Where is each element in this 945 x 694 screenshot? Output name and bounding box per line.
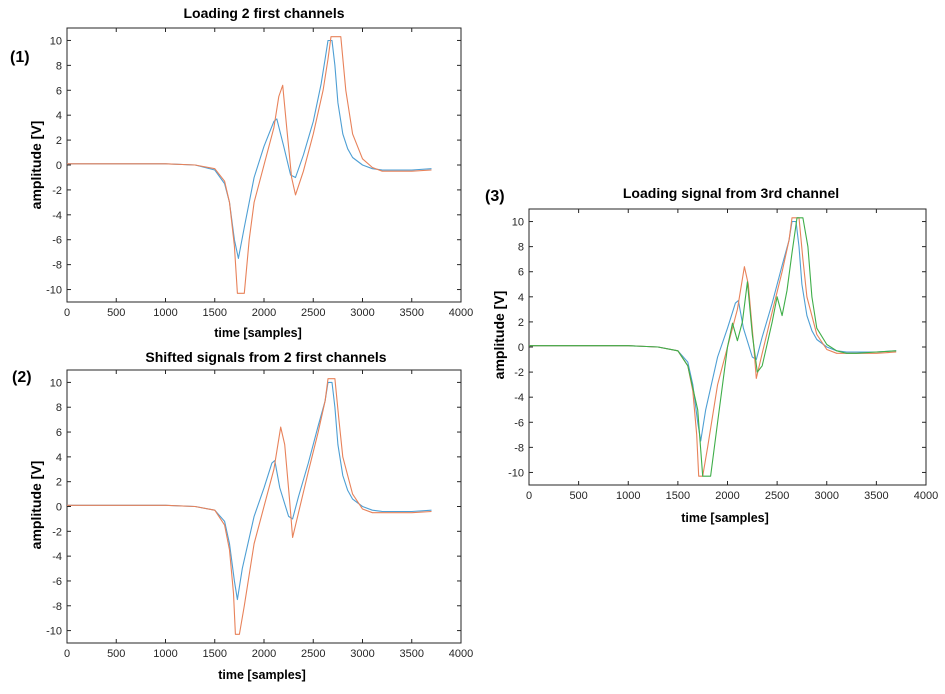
panel-3-ytick-label: -6	[514, 417, 524, 429]
panel-1-xtick-label: 2500	[301, 307, 325, 319]
panel-2-ytick-label: 2	[56, 477, 62, 489]
panel-2-ytick-label: -2	[52, 526, 62, 538]
panel-3-xtick-label: 1500	[666, 490, 690, 502]
panel-2-title: Shifted signals from 2 first channels	[145, 349, 386, 365]
panel-3-ytick-label: -10	[508, 467, 524, 479]
panel-1-label: (1)	[10, 49, 30, 66]
panel-1-ytick-label: 6	[56, 85, 62, 97]
panel-3-xtick-label: 0	[526, 490, 532, 502]
panel-3-ytick-label: 8	[518, 242, 524, 254]
panel-2-xtick-label: 4000	[449, 648, 473, 660]
panel-1-xtick-label: 0	[64, 307, 70, 319]
panel-1-ytick-label: 0	[56, 160, 62, 172]
panel-2-ytick-label: -4	[52, 551, 62, 563]
panel-1-xlabel: time [samples]	[214, 326, 302, 340]
panel-3-ytick-label: 0	[518, 342, 524, 354]
panel-3-xtick-label: 4000	[914, 490, 938, 502]
panel-2-ylabel: amplitude [V]	[28, 461, 44, 550]
panel-2-xtick-label: 3500	[400, 648, 424, 660]
panel-3-plot: 0 500 1000 1500 2000 2500 3000 3500 4000 -10 -8 -6 -…	[508, 208, 938, 502]
panel-2-ytick-label: -8	[52, 601, 62, 613]
panel-1-xtick-label: 3000	[350, 307, 374, 319]
panel-2-xtick-label: 1500	[203, 648, 227, 660]
panel-3-xlabel: time [samples]	[681, 511, 769, 525]
panel-2-ytick-label: 8	[56, 402, 62, 414]
panel-1-xtick-label: 1000	[153, 307, 177, 319]
panel-1-ytick-label: -6	[52, 235, 62, 247]
panel-3-xtick-label: 3500	[864, 490, 888, 502]
panel-1-xtick-label: 3500	[400, 307, 424, 319]
panel-2-series-1-line	[67, 381, 432, 601]
panel-1-plot: 0 500 1000 1500 2000 2500 3000 3500 4000 -10 -8 -6 -…	[46, 27, 473, 319]
panel-2-xlabel: time [samples]	[218, 668, 306, 682]
panel-3-ylabel: amplitude [V]	[491, 291, 507, 380]
panel-3-xtick-label: 2000	[715, 490, 739, 502]
panel-3-title: Loading signal from 3rd channel	[623, 185, 839, 201]
panel-3-ytick-label: -2	[514, 367, 524, 379]
panel-2-xtick-label: 0	[64, 648, 70, 660]
panel-3-xtick-label: 1000	[616, 490, 640, 502]
panel-1-xtick-label: 2000	[252, 307, 276, 319]
panel-1-ytick-label: -10	[46, 285, 62, 297]
panel-3-ytick-label: -8	[514, 442, 524, 454]
panel-1-ytick-label: -4	[52, 210, 62, 222]
panel-3-series-1-line	[529, 220, 897, 442]
panel-1-ylabel: amplitude [V]	[28, 121, 44, 210]
panel-2-xtick-label: 2500	[301, 648, 325, 660]
panel-3-ytick-label: 4	[518, 292, 524, 304]
panel-3-xtick-label: 500	[569, 490, 587, 502]
panel-2-xtick-label: 3000	[350, 648, 374, 660]
panel-1-xtick-label: 500	[107, 307, 125, 319]
panel-3-xtick-label: 2500	[765, 490, 789, 502]
panel-1-ytick-label: -2	[52, 185, 62, 197]
panel-2-xtick-label: 2000	[252, 648, 276, 660]
panel-2-xtick-label: 1000	[153, 648, 177, 660]
panel-1-ytick-label: 4	[56, 110, 62, 122]
panel-2-series-2-line	[67, 378, 432, 635]
panel-1-series-2-line	[67, 36, 432, 294]
panel-3-ytick-label: 2	[518, 317, 524, 329]
panel-2-label: (2)	[12, 369, 32, 386]
panel-1: (1) Loading 2 first channels amplitude […	[10, 5, 473, 340]
panel-2-ytick-label: 0	[56, 502, 62, 514]
panel-3-ytick-label: 6	[518, 267, 524, 279]
panel-2-ytick-label: -10	[46, 626, 62, 638]
panel-3-label: (3)	[485, 188, 505, 205]
panel-3: (3) Loading signal from 3rd channel ampl…	[485, 185, 938, 525]
panel-1-ytick-label: -8	[52, 260, 62, 272]
panel-1-ytick-label: 10	[50, 35, 62, 47]
panel-2-ytick-label: 10	[50, 377, 62, 389]
panel-3-xtick-label: 3000	[815, 490, 839, 502]
panel-2-plot: 0 500 1000 1500 2000 2500 3000 3500 4000 -10 -8 -6 -…	[46, 369, 473, 660]
panel-2: (2) Shifted signals from 2 first channel…	[12, 349, 473, 682]
panel-1-ytick-label: 8	[56, 60, 62, 72]
panel-1-xtick-label: 4000	[449, 307, 473, 319]
panel-2-xtick-label: 500	[107, 648, 125, 660]
panel-2-ytick-label: -6	[52, 576, 62, 588]
panel-1-xtick-label: 1500	[203, 307, 227, 319]
panel-3-ytick-label: -4	[514, 392, 524, 404]
panel-2-ytick-label: 4	[56, 452, 62, 464]
panel-1-title: Loading 2 first channels	[183, 5, 344, 21]
panel-1-ytick-label: 2	[56, 135, 62, 147]
panel-3-series-3-line	[529, 217, 897, 477]
panel-3-ytick-label: 10	[512, 217, 524, 229]
panel-2-ytick-label: 6	[56, 427, 62, 439]
